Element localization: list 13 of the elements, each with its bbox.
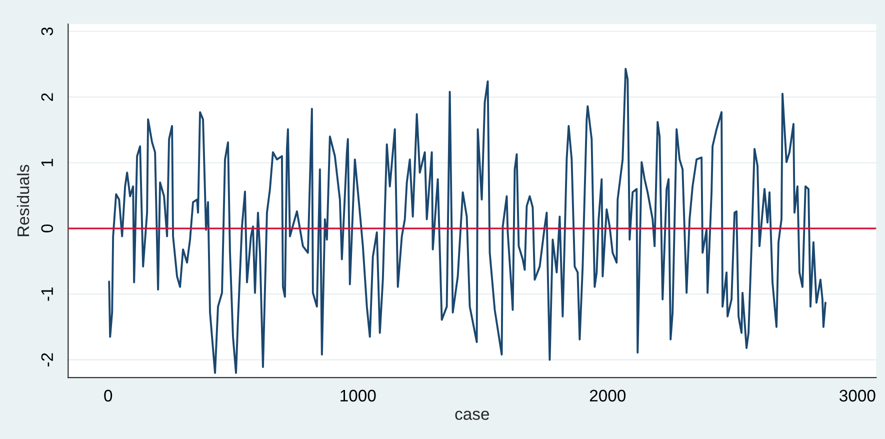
y-tick-label: -1 (41, 288, 53, 301)
y-tick-label: 0 (41, 224, 54, 232)
x-tick-label: 2000 (590, 390, 626, 402)
x-tick-label: 3000 (840, 390, 876, 402)
y-tick-label: -2 (41, 353, 53, 366)
x-tick-label: 0 (104, 390, 112, 402)
x-tick-label: 1000 (340, 390, 376, 402)
y-tick-label: 1 (41, 158, 53, 166)
line-series (108, 68, 826, 374)
y-tick-label: 3 (41, 27, 54, 36)
x-axis-title: case (455, 410, 490, 420)
y-axis-title: Residuals (16, 164, 30, 236)
y-tick-label: 2 (41, 93, 53, 101)
